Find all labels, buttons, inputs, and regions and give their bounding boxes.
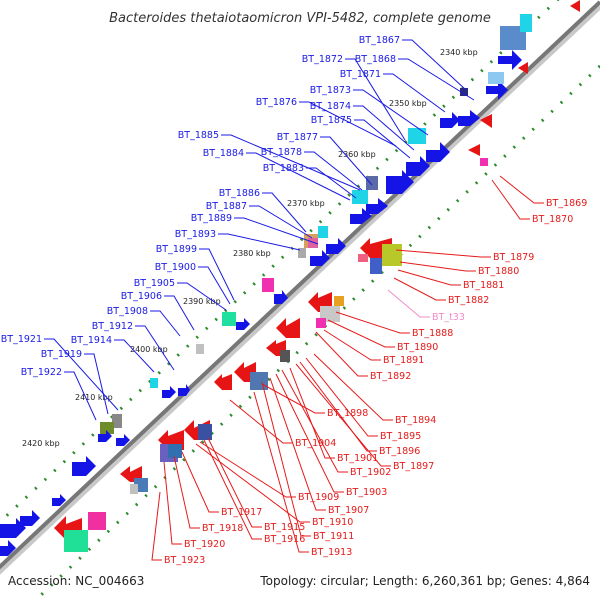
tick-2370-kbp: 2370 kbp	[287, 199, 325, 208]
gene-label: BT_1902	[350, 467, 391, 478]
gene-label: BT_1895	[380, 431, 421, 442]
gene-label: BT_1882	[448, 295, 489, 306]
gene-label: BT_1909	[298, 492, 339, 503]
gene-label: BT_1888	[412, 328, 453, 339]
gene-label: BT_1885	[178, 130, 219, 141]
gene-label: BT_1868	[355, 54, 396, 65]
genome-summary-text: Topology: circular; Length: 6,260,361 bp…	[259, 574, 590, 588]
gene-label: BT_1883	[263, 163, 304, 174]
gene-label: BT_1875	[311, 115, 352, 126]
rna-leader-line	[387, 289, 430, 318]
gene-label: BT_1906	[121, 291, 162, 302]
gene-label: BT_1908	[107, 306, 148, 317]
gene-label: BT_1879	[493, 252, 534, 263]
gene-label: BT_1912	[92, 321, 133, 332]
gene-label: BT_1896	[379, 446, 420, 457]
forward-gene-labels: BT_1867 BT_1868 BT_1872 BT_1871 BT_1873 …	[1, 35, 400, 378]
gene-label: BT_1870	[532, 214, 573, 225]
gene-label: BT_1922	[21, 367, 62, 378]
gene-label: BT_1901	[337, 453, 378, 464]
gene-label: BT_1873	[310, 85, 351, 96]
gene-label: BT_1876	[256, 97, 297, 108]
gene-label: BT_1915	[264, 522, 305, 533]
tick-2350-kbp: 2350 kbp	[389, 99, 427, 108]
reverse-strand-features	[54, 0, 580, 552]
gene-label: BT_1884	[203, 148, 244, 159]
gene-label: BT_1872	[302, 54, 343, 65]
gene-label: BT_1918	[202, 523, 243, 534]
gene-label: BT_1900	[155, 262, 196, 273]
gene-label: BT_1878	[261, 147, 302, 158]
gene-label: BT_1867	[359, 35, 400, 46]
gene-label: BT_1897	[393, 461, 434, 472]
tick-2410-kbp: 2410 kbp	[75, 393, 113, 402]
gene-label: BT_1916	[264, 534, 305, 545]
forward-leader-lines	[44, 39, 475, 421]
gene-label: BT_1917	[221, 507, 262, 518]
gene-label: BT_1910	[312, 517, 353, 528]
gene-label: BT_1904	[295, 438, 336, 449]
accession-text: Accession: NC_004663	[8, 574, 144, 588]
tick-2380-kbp: 2380 kbp	[233, 249, 271, 258]
map-title: Bacteroides thetaiotaomicron VPI-5482, c…	[109, 11, 491, 26]
gene-label: BT_1920	[184, 539, 225, 550]
tick-2400-kbp: 2400 kbp	[130, 345, 168, 354]
reverse-gene-labels: BT_1869 BT_1870 BT_1879 BT_1880 BT_1881 …	[164, 198, 587, 566]
gene-label: BT_1890	[397, 342, 438, 353]
kbp-ticks: 2340 kbp 2350 kbp 2360 kbp 2370 kbp 2380…	[22, 48, 478, 448]
gene-label: BT_1891	[383, 355, 424, 366]
gene-label: BT_1881	[463, 280, 504, 291]
gene-label: BT_1880	[478, 266, 519, 277]
gene-label: BT_1892	[370, 371, 411, 382]
tick-2390-kbp: 2390 kbp	[183, 297, 221, 306]
reverse-leader-lines	[151, 175, 544, 561]
gene-label: BT_1871	[340, 69, 381, 80]
gene-label: BT_1923	[164, 555, 205, 566]
tick-2360-kbp: 2360 kbp	[338, 150, 376, 159]
gene-label: BT_1874	[310, 101, 351, 112]
gene-label: BT_1889	[191, 213, 232, 224]
forward-strand-features	[0, 14, 532, 556]
gene-label: BT_1894	[395, 415, 436, 426]
gene-label: BT_1869	[546, 198, 587, 209]
rna-gene-label: BT_t33	[432, 312, 465, 323]
gene-label: BT_1921	[1, 334, 42, 345]
gene-label: BT_1898	[327, 408, 368, 419]
gene-label: BT_1877	[277, 132, 318, 143]
gene-label: BT_1893	[175, 229, 216, 240]
gene-label: BT_1905	[134, 278, 175, 289]
gene-label: BT_1887	[206, 201, 247, 212]
gene-label: BT_1886	[219, 188, 260, 199]
gene-label: BT_1907	[328, 505, 369, 516]
tick-2340-kbp: 2340 kbp	[440, 48, 478, 57]
gene-label: BT_1903	[346, 487, 387, 498]
gene-label: BT_1913	[311, 547, 352, 558]
gene-label: BT_1899	[156, 244, 197, 255]
tick-2420-kbp: 2420 kbp	[22, 439, 60, 448]
gene-label: BT_1914	[71, 335, 112, 346]
gene-label: BT_1911	[313, 531, 354, 542]
gene-label: BT_1919	[41, 349, 82, 360]
